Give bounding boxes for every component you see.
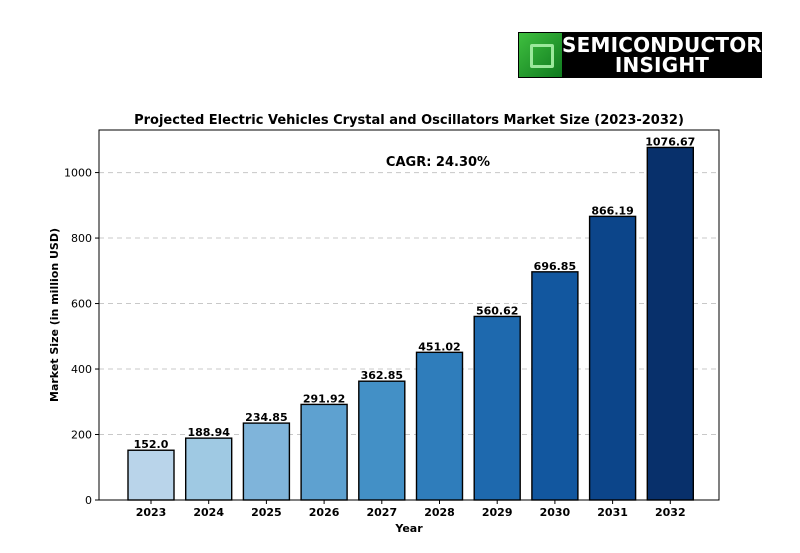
bar-2028 — [415, 351, 464, 501]
bar-2024 — [184, 437, 233, 501]
value-labels: 152.0 188.94 234.85 291.92 362.85 451.02 560.6… — [134, 135, 696, 451]
bar-2030 — [531, 271, 579, 501]
bar-2023 — [127, 449, 175, 501]
bar-2025 — [242, 422, 291, 501]
value-label-2028: 451.02 — [418, 340, 460, 353]
y-tick-label: 0 — [85, 494, 92, 507]
cagr-annotation: CAGR: 24.30% — [386, 155, 490, 170]
x-axis-ticks: 2023 2024 2025 2026 2027 2028 2029 2030 2031 2032 — [136, 500, 686, 519]
logo-text: SEMICONDUCTOR INSIGHT — [562, 35, 762, 75]
y-tick-label: 600 — [71, 298, 92, 311]
x-tick-label-2028: 2028 — [424, 506, 455, 519]
value-label-2031: 866.19 — [591, 204, 633, 217]
value-label-2024: 188.94 — [187, 426, 230, 439]
semiconductor-insight-logo: SEMICONDUCTOR INSIGHT — [518, 32, 762, 78]
value-label-2023: 152.0 — [134, 438, 169, 451]
plot-frame — [98, 129, 720, 501]
bars — [127, 146, 694, 501]
x-tick-label-2024: 2024 — [193, 506, 224, 519]
logo-line-1: SEMICONDUCTOR — [562, 33, 762, 57]
value-label-2032: 1076.67 — [645, 135, 695, 148]
x-tick-label-2027: 2027 — [366, 506, 397, 519]
value-label-2026: 291.92 — [303, 392, 345, 405]
bar-2026 — [300, 403, 348, 501]
y-tick-label: 1000 — [64, 167, 92, 180]
y-tick-label: 800 — [71, 232, 92, 245]
bar-2027 — [358, 380, 406, 501]
x-tick-label-2032: 2032 — [655, 506, 686, 519]
chart-title: Projected Electric Vehicles Crystal and … — [134, 113, 684, 128]
bar-2032 — [646, 146, 694, 501]
chip-icon — [519, 33, 562, 77]
x-tick-label-2025: 2025 — [251, 506, 282, 519]
x-tick-label-2029: 2029 — [482, 506, 513, 519]
bar-2031 — [588, 215, 637, 501]
y-tick-label: 400 — [71, 363, 92, 376]
x-axis-label: Year — [394, 522, 423, 535]
x-tick-label-2023: 2023 — [136, 506, 167, 519]
value-label-2029: 560.62 — [476, 304, 518, 317]
x-tick-label-2026: 2026 — [309, 506, 340, 519]
logo-line-2: INSIGHT — [614, 53, 710, 77]
value-label-2025: 234.85 — [245, 411, 287, 424]
x-tick-label-2031: 2031 — [597, 506, 628, 519]
y-axis-ticks: 0 200 400 600 800 1000 — [64, 167, 99, 507]
y-tick-label: 200 — [71, 429, 92, 442]
bar-2029 — [473, 315, 521, 501]
y-axis-label: Market Size (in million USD) — [48, 228, 61, 402]
x-tick-label-2030: 2030 — [540, 506, 571, 519]
value-label-2027: 362.85 — [361, 369, 403, 382]
value-label-2030: 696.85 — [534, 260, 576, 273]
